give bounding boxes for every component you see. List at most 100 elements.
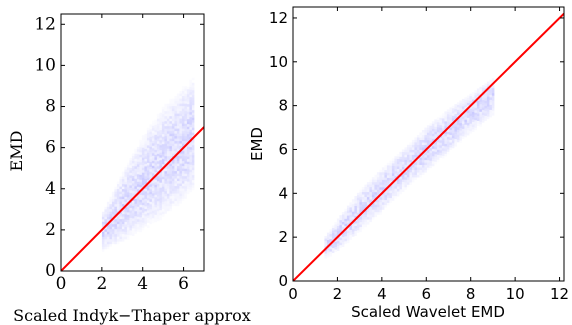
left-density-cell (176, 118, 180, 122)
left-density-cell (166, 151, 170, 154)
right-density-cell (341, 222, 345, 225)
left-density-cell (134, 183, 137, 187)
left-density-cell (134, 196, 137, 199)
right-density-cell (491, 105, 495, 109)
right-density-cell (419, 175, 422, 178)
left-density-cell (164, 111, 167, 114)
left-density-cell (111, 241, 115, 245)
left-density-cell (169, 171, 172, 174)
right-density-cell (434, 146, 437, 150)
right-density-cell (376, 202, 380, 205)
left-density-cell (129, 185, 132, 188)
left-x-axis-label: Scaled Indyk−Thaper approx (13, 306, 251, 325)
right-density-cell (436, 132, 440, 135)
left-density-cell (129, 233, 132, 236)
right-density-cell (451, 108, 455, 111)
left-density-cell (151, 190, 155, 194)
right-density-cell (474, 95, 477, 98)
right-density-cell (476, 111, 480, 114)
right-density-cell (454, 124, 457, 127)
right-density-cell (461, 121, 465, 124)
right-density-cell (366, 184, 370, 188)
right-density-cell (414, 172, 417, 175)
left-density-cell (166, 206, 170, 209)
left-density-cell (174, 126, 177, 129)
left-density-cell (159, 127, 162, 131)
right-density-cell (454, 126, 457, 130)
left-density-cell (179, 198, 182, 202)
right-density-cell (426, 152, 430, 156)
right-density-cell (341, 217, 345, 220)
left-density-cell (186, 161, 190, 165)
right-density-cell (486, 106, 490, 110)
left-density-cell (136, 209, 140, 212)
left-density-cell (124, 234, 127, 237)
right-density-cell (361, 207, 365, 210)
left-density-cell (149, 161, 152, 165)
right-density-cell (331, 235, 335, 239)
right-density-cell (344, 211, 347, 214)
right-density-cell (424, 142, 427, 146)
left-density-cell (157, 121, 160, 124)
right-density-cell (334, 239, 337, 242)
left-density-cell (149, 127, 152, 130)
right-density-cell (349, 217, 352, 220)
right-density-cell (442, 113, 445, 116)
left-density-cell (161, 171, 165, 175)
right-density-cell (447, 109, 450, 112)
left-x-tick-label: 0 (56, 274, 67, 294)
right-density-cell (461, 118, 465, 122)
left-density-cell (156, 178, 160, 182)
left-density-cell (176, 163, 180, 167)
right-density-cell (376, 182, 380, 185)
right-density-cell (399, 164, 402, 167)
right-density-cell (336, 228, 340, 231)
left-density-cell (184, 181, 187, 184)
right-density-cell (426, 160, 430, 163)
right-density-cell (326, 252, 330, 256)
left-density-cell (156, 136, 160, 139)
right-density-cell (459, 135, 462, 139)
right-density-cell (374, 187, 377, 190)
right-density-cell (394, 188, 397, 192)
left-density-cell (141, 150, 145, 153)
left-density-cell (191, 162, 195, 166)
right-density-cell (346, 238, 350, 241)
right-axes-frame (292, 6, 565, 282)
left-density-cell (151, 210, 155, 214)
left-density-cell (154, 149, 157, 153)
left-density-cell (171, 161, 175, 164)
left-density-cell (189, 112, 192, 115)
left-density-cell (159, 137, 162, 141)
left-density-cell (126, 214, 130, 218)
right-density-cell (359, 199, 362, 203)
right-density-cell (326, 232, 330, 236)
left-density-cell (131, 200, 135, 204)
left-density-cell (129, 158, 132, 161)
right-density-cell (464, 97, 467, 100)
left-density-cell (119, 194, 122, 197)
left-density-cell (156, 143, 160, 147)
left-density-cell (134, 201, 137, 204)
left-density-cell (181, 113, 185, 117)
left-density-cell (121, 204, 125, 207)
right-density-cell (419, 142, 422, 145)
left-density-cell (181, 138, 185, 142)
left-density-cell (182, 196, 185, 199)
left-density-cell (182, 94, 185, 97)
right-density-cell (399, 179, 402, 182)
left-density-cell (159, 200, 162, 203)
left-density-cell (164, 121, 167, 124)
left-density-cell (161, 136, 165, 140)
left-density-cell (121, 196, 125, 200)
right-density-cell (461, 98, 465, 102)
left-density-cell (124, 196, 127, 200)
left-density-cell (104, 216, 107, 220)
left-density-cell (112, 194, 115, 197)
right-density-cell (331, 243, 335, 246)
left-density-cell (179, 91, 182, 94)
right-density-cell (364, 202, 367, 205)
right-density-cell (371, 179, 375, 183)
right-density-cell (361, 189, 365, 192)
right-density-cell (414, 142, 417, 145)
